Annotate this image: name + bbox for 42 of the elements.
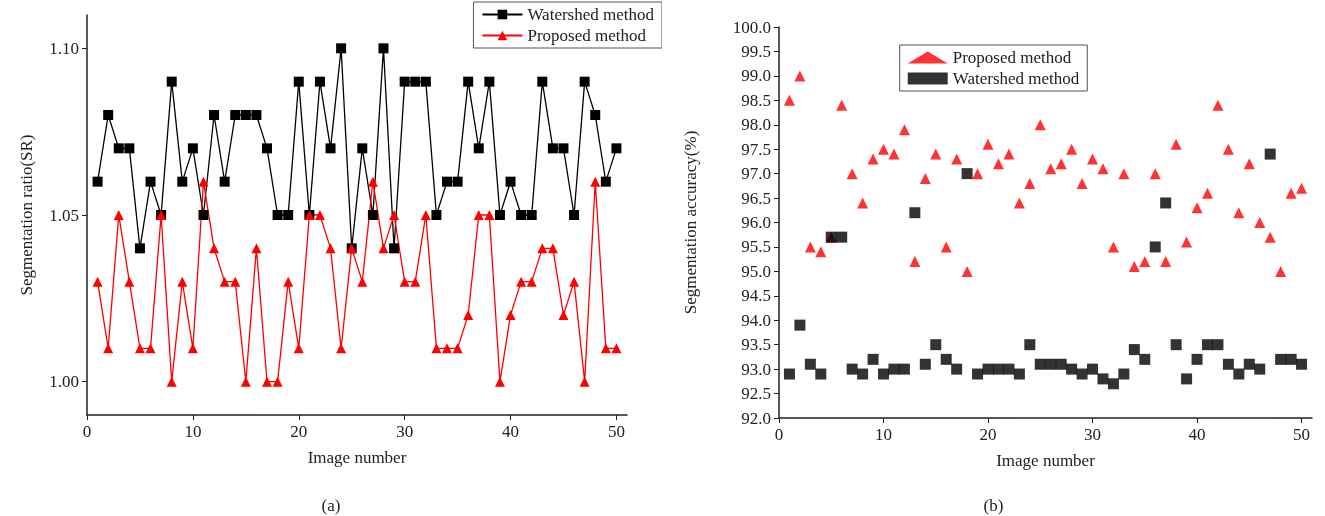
y-tick-label: 98.5 [741,90,771,110]
x-tick-label: 20 [979,425,997,444]
y-tick-label: 1.05 [49,205,79,225]
y-tick-label: 1.10 [49,38,79,58]
x-tick-label: 40 [1188,425,1206,444]
y-tick-label: 98.0 [741,115,771,135]
text: (a) [321,496,341,515]
legend-label: Watershed method [952,69,1080,88]
legend-label: Proposed method [952,48,1072,67]
y-tick-label: 96.5 [741,188,771,208]
y-tick-label: 99.5 [741,41,771,61]
x-axis-title: Image number [307,448,407,467]
x-tick-label: 10 [184,422,202,441]
y-tick-label: 94.0 [741,310,771,330]
y-axis-title: Segmentation accuracy(%) [681,130,700,315]
legend-label: Proposed method [527,26,647,45]
y-tick-label: 93.5 [741,335,771,355]
y-tick-label: 93.0 [741,359,771,379]
y-tick-label: 96.0 [741,213,771,232]
x-tick-label: 20 [290,422,308,441]
y-tick-label: 94.5 [741,286,771,306]
x-tick-label: 50 [1293,425,1311,444]
y-tick-label: 97.5 [741,139,771,159]
x-tick-label: 30 [1084,425,1102,444]
y-tick-label: 92.0 [741,408,771,428]
x-axis-title: Image number [996,451,1096,470]
y-tick-label: 100.0 [732,17,771,37]
x-tick-label: 50 [607,422,625,441]
y-tick-label: 1.00 [49,372,79,392]
x-tick-label: 40 [502,422,520,441]
y-tick-label: 97.0 [741,164,771,184]
x-tick-label: 0 [774,425,784,444]
y-axis-title: Segmentation ratio(SR) [17,134,36,296]
y-tick-label: 92.5 [741,384,771,404]
x-tick-label: 10 [875,425,893,444]
y-tick-label: 99.0 [741,66,771,86]
x-tick-label: 0 [82,422,92,441]
x-tick-label: 30 [396,422,414,441]
legend-label: Watershed method [527,5,655,24]
y-tick-label: 95.5 [741,237,771,257]
text: (b) [983,496,1004,515]
y-tick-label: 95.0 [741,261,771,281]
